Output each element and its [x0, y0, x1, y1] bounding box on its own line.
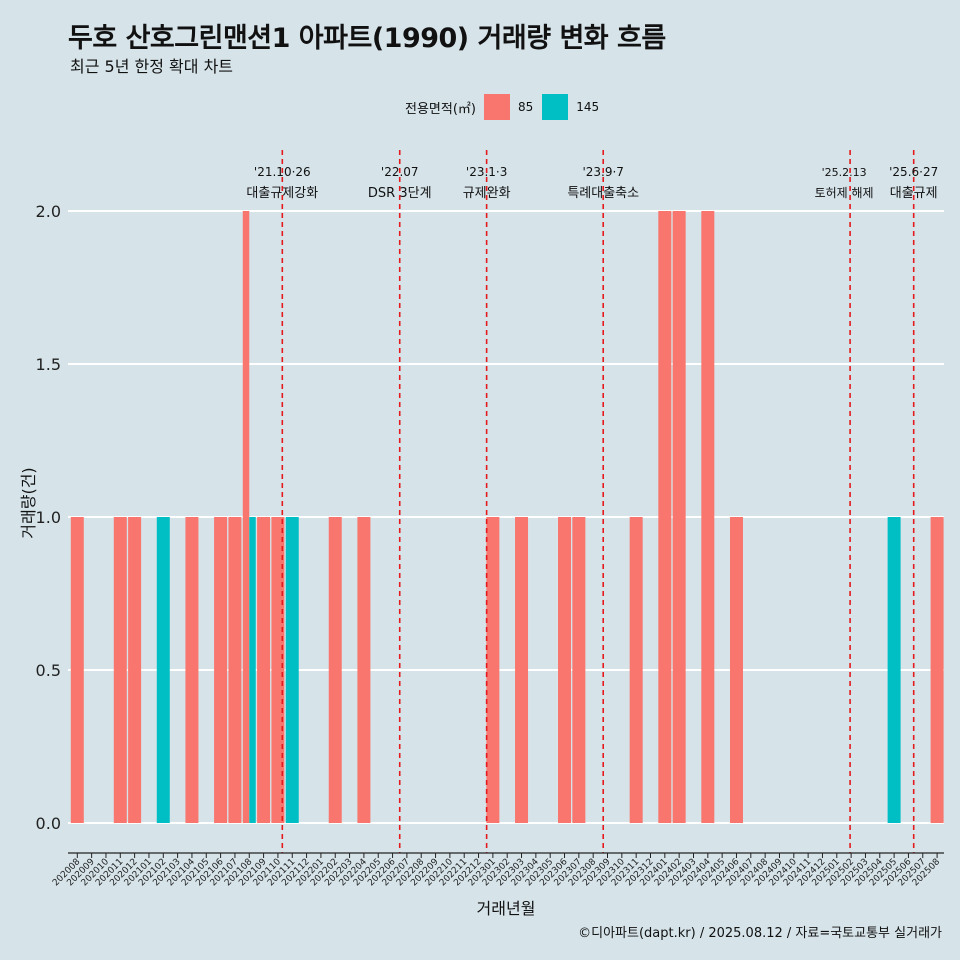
bar-85-202311	[629, 517, 643, 823]
event-date-label: '23.1·3	[466, 165, 507, 179]
legend-swatch-145	[542, 94, 569, 120]
bar-85-202104	[185, 517, 199, 823]
legend-title: 전용면적(㎡)	[405, 101, 476, 117]
bar-85-202109	[257, 517, 271, 823]
y-tick-label: 0.0	[36, 814, 61, 833]
x-axis-title: 거래년월	[477, 899, 536, 918]
y-tick-label: 1.5	[36, 355, 61, 374]
bar-85-202406	[729, 517, 743, 823]
bar-85-202012	[128, 517, 142, 823]
event-date-label: '23.9·7	[582, 165, 623, 179]
chart-title: 두호 산호그린맨션1 아파트(1990) 거래량 변화 흐름	[68, 23, 666, 54]
event-name-label: 대출규제강화	[246, 186, 318, 201]
legend: 전용면적(㎡) 85 145	[405, 93, 608, 121]
chart-subtitle: 최근 5년 한정 확대 차트	[70, 57, 234, 76]
event-name-label: 특례대출축소	[567, 186, 639, 201]
event-date-label: '22.07	[381, 165, 419, 179]
legend-label-145: 145	[576, 100, 600, 114]
event-name-label: DSR 3단계	[368, 186, 432, 201]
legend-label-85: 85	[517, 100, 534, 114]
event-name-label: 규제완화	[463, 186, 511, 201]
bar-85-202402	[672, 211, 686, 823]
event-date-label: '25.2.13	[822, 166, 867, 179]
y-tick-label: 0.5	[36, 661, 61, 680]
bar-85-202303	[515, 517, 529, 823]
y-axis-title: 거래량(건)	[19, 467, 38, 538]
event-date-label: '25.6·27	[889, 165, 938, 179]
bar-85-202508	[930, 517, 944, 823]
bar-85-202301	[486, 517, 500, 823]
bar-85-202108	[242, 211, 250, 823]
bar-85-202011	[113, 517, 127, 823]
bar-145-202102	[156, 517, 170, 823]
source-caption: ©디아파트(dapt.kr) / 2025.08.12 / 자료=국토교통부 실…	[578, 926, 942, 941]
bar-85-202110	[271, 517, 285, 823]
bar-85-202107	[228, 517, 242, 823]
bar-85-202306	[558, 517, 572, 823]
bar-85-202204	[357, 517, 371, 823]
event-date-label: '21.10·26	[254, 165, 311, 179]
bar-145-202505	[887, 517, 901, 823]
y-tick-label: 2.0	[36, 202, 61, 221]
bar-85-202008	[70, 517, 84, 823]
bar-85-202404	[701, 211, 715, 823]
y-tick-label: 1.0	[36, 508, 61, 527]
bar-85-202202	[328, 517, 342, 823]
bar-145-202111	[285, 517, 299, 823]
bar-85-202307	[572, 517, 586, 823]
bar-145-202108	[249, 517, 256, 823]
legend-swatch-85	[483, 94, 510, 120]
bar-85-202106	[214, 517, 228, 823]
bar-85-202401	[658, 211, 672, 823]
event-name-label: 대출규제	[890, 186, 938, 201]
event-name-label: 토허제 해제	[815, 186, 874, 200]
